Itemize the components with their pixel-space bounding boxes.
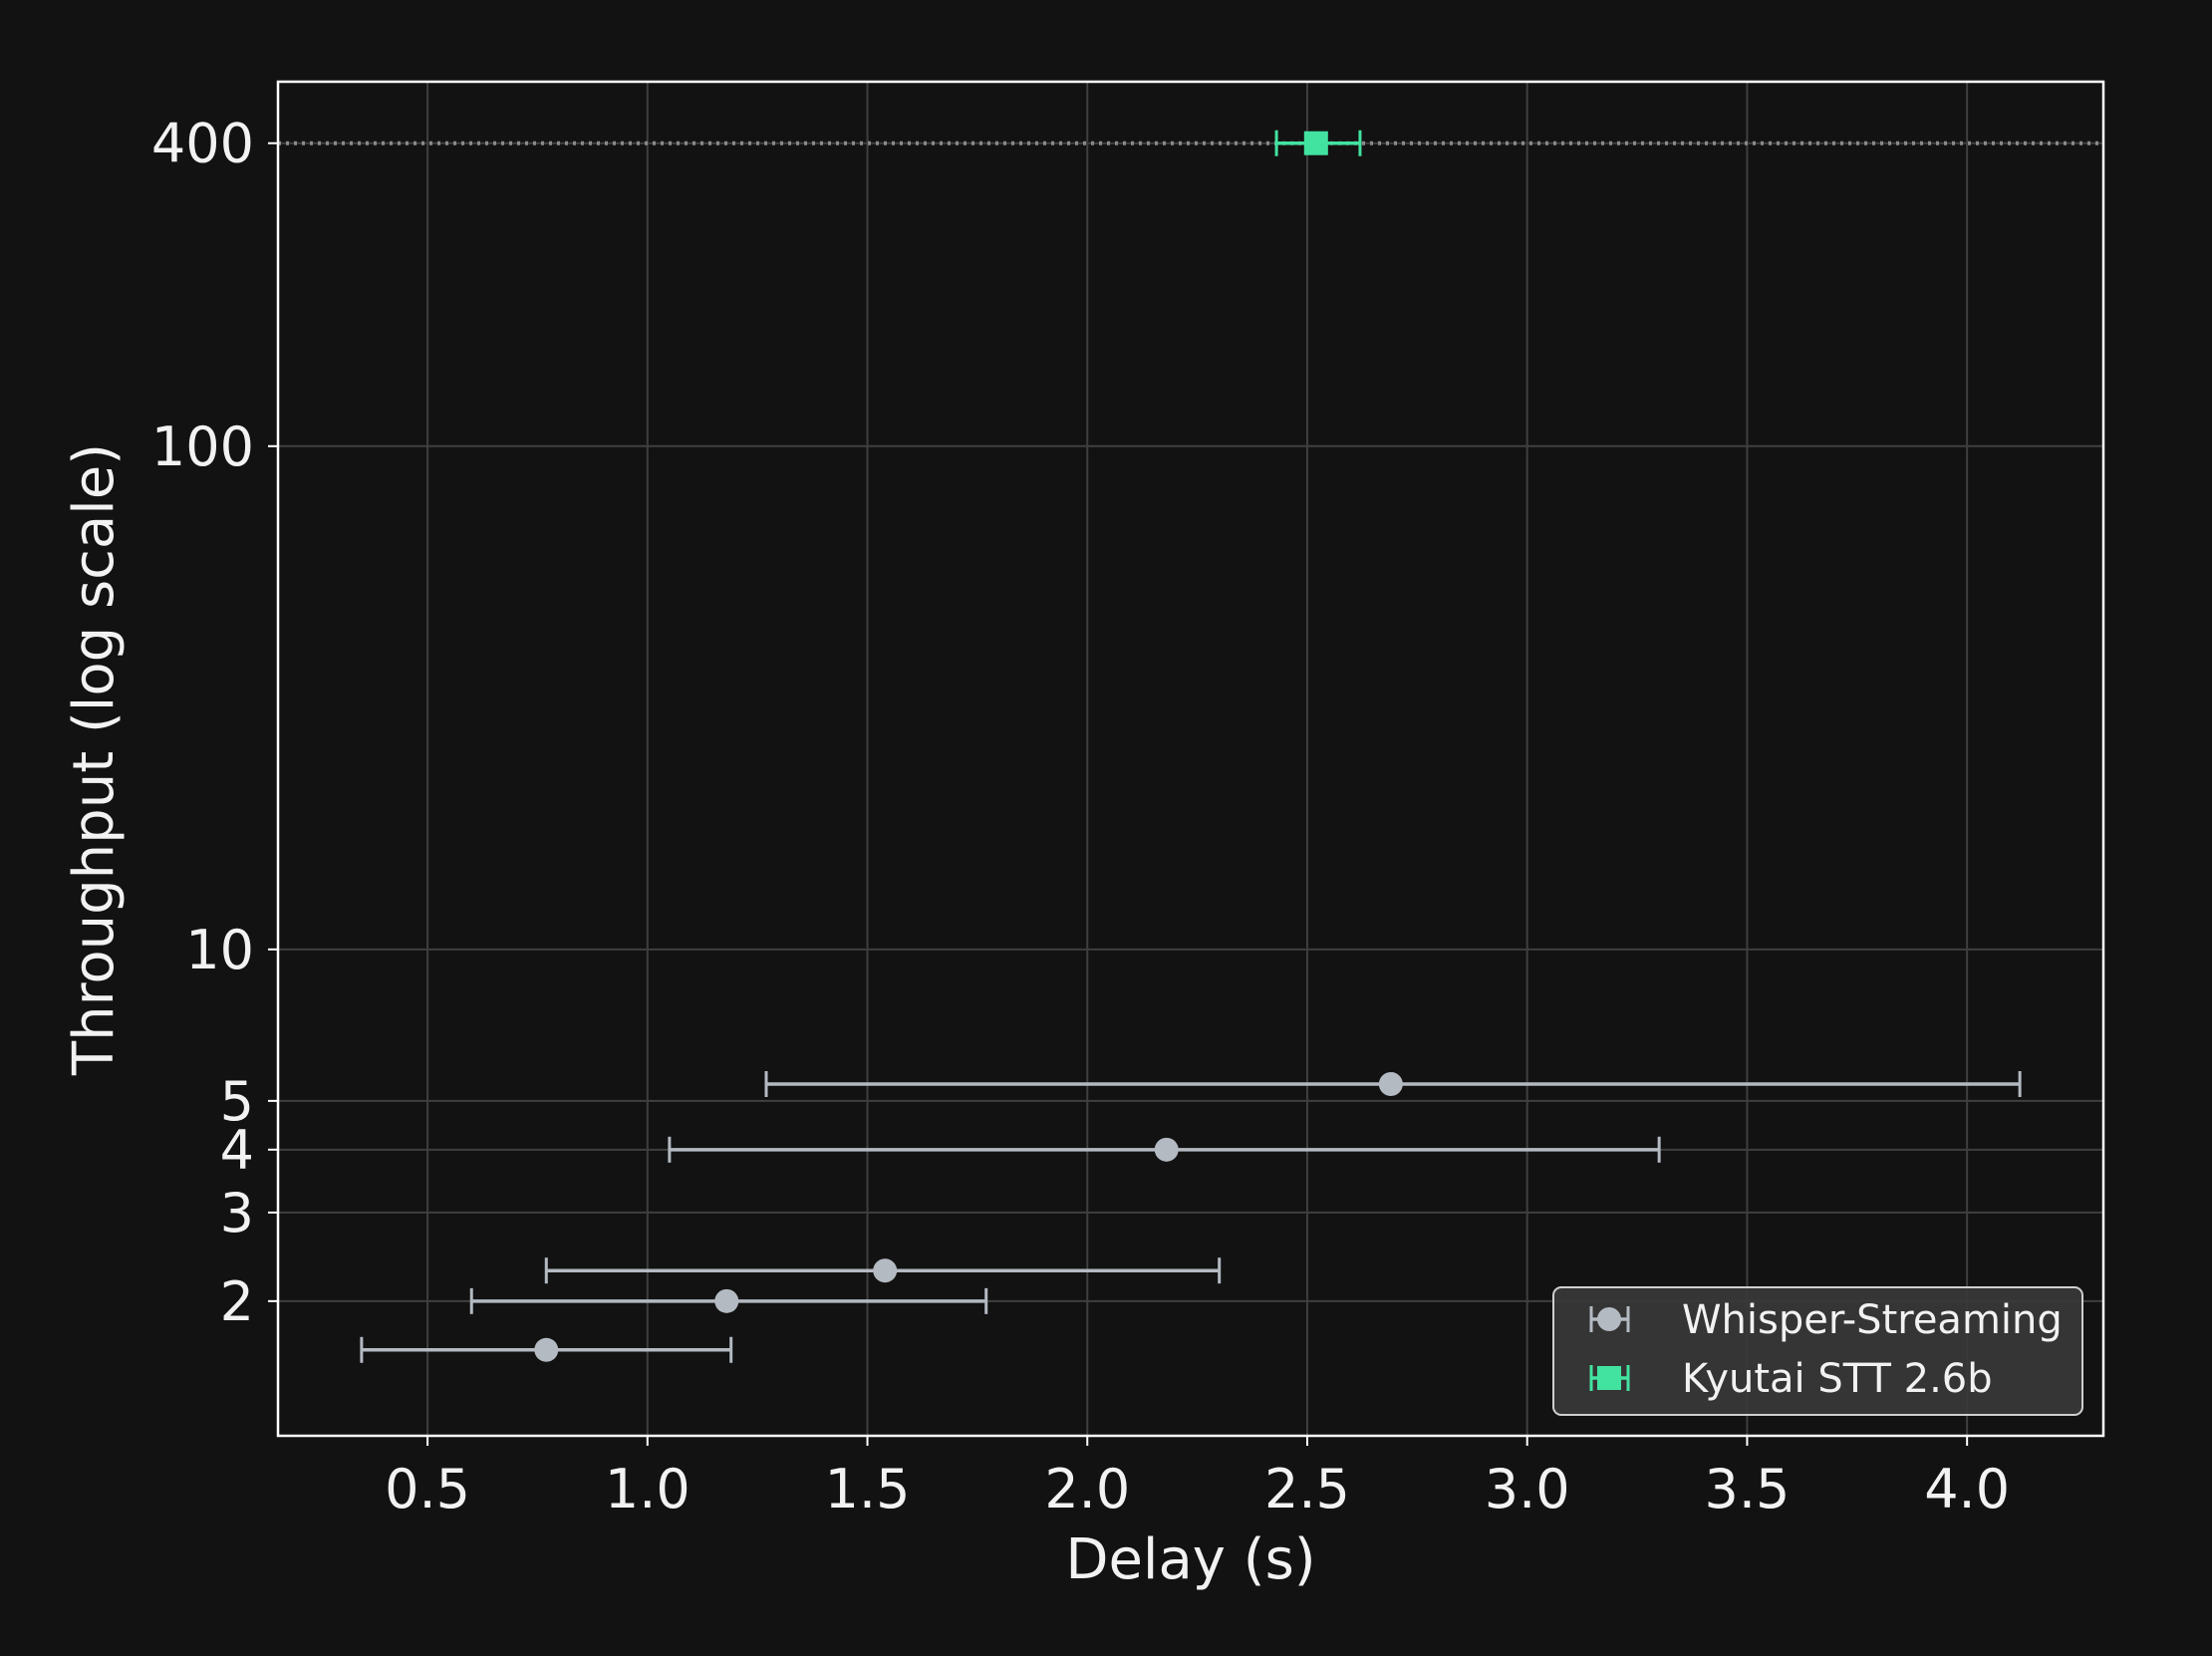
legend-entry: Kyutai STT 2.6b	[1589, 1356, 1993, 1402]
legend-items: Whisper-Streaming Kyutai STT 2.6b	[1589, 1297, 2063, 1402]
x-tick-label: 2.5	[1264, 1458, 1350, 1520]
x-tick-label: 1.5	[825, 1458, 911, 1520]
y-tick-label: 10	[185, 919, 254, 981]
legend-label: Kyutai STT 2.6b	[1682, 1356, 1993, 1402]
plot-area	[278, 82, 2103, 1436]
x-tick-label: 0.5	[385, 1458, 470, 1520]
x-axis-ticks: 0.5 1.0 1.5 2.0 2.5 3.0 3.5 4.0	[385, 1436, 2010, 1520]
legend-entry: Whisper-Streaming	[1589, 1297, 2063, 1343]
plot-frame	[276, 80, 2105, 1438]
x-axis-title: Delay (s)	[1065, 1527, 1315, 1592]
legend-box	[1552, 1286, 2083, 1416]
data-point-circle	[1154, 1137, 1179, 1162]
data-marks	[360, 130, 2022, 1363]
data-point-circle	[873, 1258, 898, 1283]
y-tick-label: 2	[220, 1270, 254, 1333]
series-kyutai-stt-2-6b	[1274, 130, 1362, 156]
y-tick-label: 5	[220, 1070, 254, 1133]
series-whisper-streaming	[360, 1070, 2022, 1363]
legend: Whisper-Streaming Kyutai STT 2.6b	[1552, 1286, 2083, 1416]
y-axis-ticks: 2 345 10 100 400	[151, 113, 278, 1333]
x-tick-label: 4.0	[1924, 1458, 2010, 1520]
data-point-circle	[714, 1288, 739, 1313]
legend-label: Whisper-Streaming	[1682, 1297, 2063, 1343]
data-point-circle	[534, 1337, 559, 1362]
y-tick-label: 4	[220, 1119, 254, 1182]
y-tick-label: 400	[151, 113, 254, 175]
legend-marker-circle	[1597, 1307, 1621, 1331]
y-tick-label: 3	[220, 1182, 254, 1244]
y-axis-title: Throughput (log scale)	[62, 443, 127, 1076]
legend-marker-square	[1597, 1366, 1621, 1390]
x-tick-label: 3.0	[1485, 1458, 1570, 1520]
x-tick-label: 3.5	[1704, 1458, 1790, 1520]
data-point-circle	[1378, 1071, 1403, 1096]
x-tick-label: 2.0	[1044, 1458, 1130, 1520]
y-tick-label: 100	[151, 415, 254, 478]
x-tick-label: 1.0	[605, 1458, 691, 1520]
data-point-square	[1303, 131, 1328, 155]
